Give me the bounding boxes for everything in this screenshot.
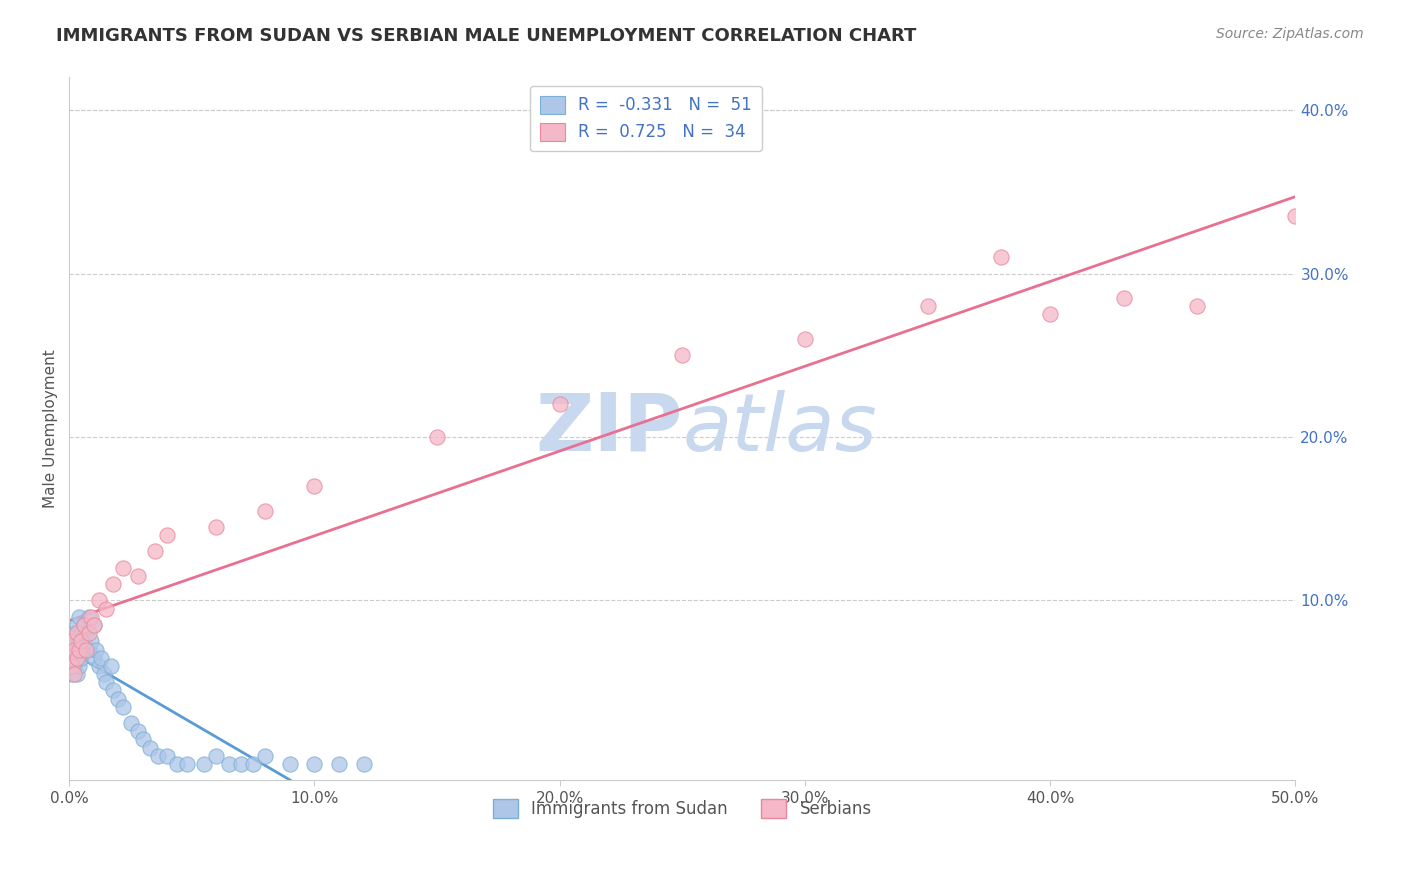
Point xyxy=(60,659,83,673)
Point xyxy=(67,642,90,657)
Point xyxy=(90,650,112,665)
Point xyxy=(112,561,135,575)
Point xyxy=(58,650,80,665)
Point xyxy=(87,659,110,673)
Y-axis label: Male Unemployment: Male Unemployment xyxy=(44,350,58,508)
Point xyxy=(65,650,87,665)
Point xyxy=(120,716,142,731)
Point xyxy=(127,724,149,739)
Point xyxy=(84,642,107,657)
Point xyxy=(60,634,83,648)
Point xyxy=(242,756,264,771)
Point xyxy=(127,569,149,583)
Point xyxy=(1187,299,1209,313)
Point xyxy=(794,332,817,346)
Point xyxy=(93,667,115,681)
Point xyxy=(63,667,86,681)
Point xyxy=(426,430,449,444)
Point xyxy=(176,756,198,771)
Point xyxy=(70,642,93,657)
Point xyxy=(65,667,87,681)
Point xyxy=(146,748,169,763)
Point xyxy=(1039,308,1062,322)
Point xyxy=(94,675,117,690)
Point xyxy=(58,650,80,665)
Point xyxy=(73,618,96,632)
Point xyxy=(63,642,86,657)
Point xyxy=(80,610,103,624)
Point xyxy=(166,756,188,771)
Point xyxy=(67,659,90,673)
Point xyxy=(205,748,228,763)
Point xyxy=(304,756,326,771)
Point xyxy=(75,642,97,657)
Legend: Immigrants from Sudan, Serbians: Immigrants from Sudan, Serbians xyxy=(486,793,879,825)
Point xyxy=(100,659,122,673)
Point xyxy=(65,642,87,657)
Point xyxy=(193,756,215,771)
Point xyxy=(63,659,86,673)
Point xyxy=(156,748,179,763)
Point xyxy=(1284,210,1306,224)
Point xyxy=(990,250,1012,264)
Point xyxy=(205,520,228,534)
Point xyxy=(218,756,240,771)
Point xyxy=(156,528,179,542)
Point xyxy=(65,618,87,632)
Point xyxy=(70,626,93,640)
Point xyxy=(73,634,96,648)
Point xyxy=(278,756,301,771)
Point xyxy=(87,593,110,607)
Point xyxy=(67,634,90,648)
Point xyxy=(1112,291,1135,305)
Point xyxy=(328,756,350,771)
Text: IMMIGRANTS FROM SUDAN VS SERBIAN MALE UNEMPLOYMENT CORRELATION CHART: IMMIGRANTS FROM SUDAN VS SERBIAN MALE UN… xyxy=(56,27,917,45)
Point xyxy=(80,634,103,648)
Point xyxy=(60,642,83,657)
Point xyxy=(112,699,135,714)
Point xyxy=(75,642,97,657)
Point xyxy=(548,397,571,411)
Point xyxy=(917,299,939,313)
Point xyxy=(75,626,97,640)
Point xyxy=(83,618,105,632)
Point xyxy=(63,634,86,648)
Point xyxy=(254,748,277,763)
Point xyxy=(65,626,87,640)
Point xyxy=(107,691,129,706)
Point xyxy=(254,503,277,517)
Point xyxy=(671,348,693,362)
Point xyxy=(103,577,125,591)
Text: atlas: atlas xyxy=(682,390,877,468)
Point xyxy=(63,626,86,640)
Point xyxy=(229,756,252,771)
Point xyxy=(60,667,83,681)
Point xyxy=(70,634,93,648)
Point xyxy=(94,601,117,615)
Point xyxy=(77,626,100,640)
Point xyxy=(304,479,326,493)
Point xyxy=(103,683,125,698)
Point xyxy=(139,740,162,755)
Point xyxy=(143,544,166,558)
Text: ZIP: ZIP xyxy=(536,390,682,468)
Point xyxy=(83,618,105,632)
Point xyxy=(67,610,90,624)
Point xyxy=(73,618,96,632)
Text: Source: ZipAtlas.com: Source: ZipAtlas.com xyxy=(1216,27,1364,41)
Point xyxy=(83,650,105,665)
Point xyxy=(132,732,155,747)
Point xyxy=(70,650,93,665)
Point xyxy=(77,610,100,624)
Point xyxy=(353,756,375,771)
Point xyxy=(77,642,100,657)
